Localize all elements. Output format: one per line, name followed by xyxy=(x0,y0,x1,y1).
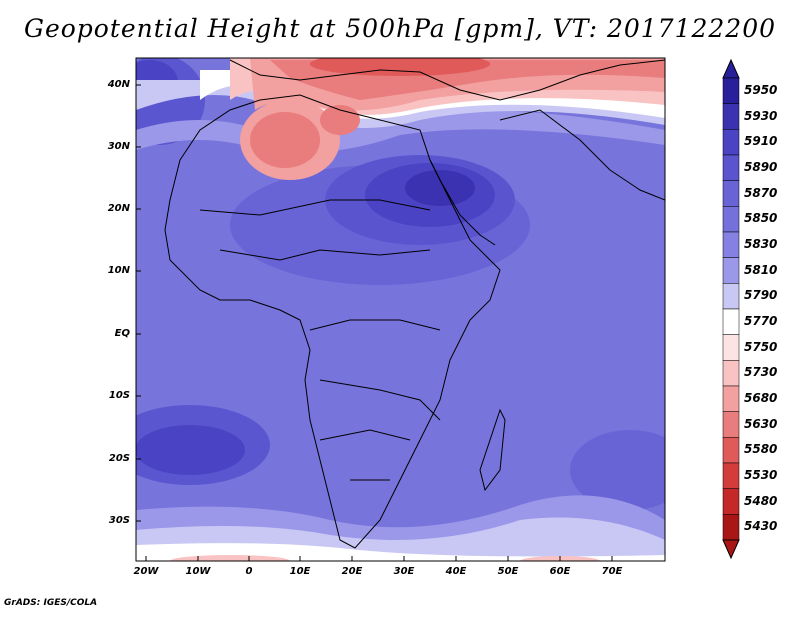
legend-swatch xyxy=(722,77,740,104)
legend-swatch xyxy=(722,103,740,130)
legend-level-label: 5530 xyxy=(744,467,778,482)
legend-swatch xyxy=(722,411,740,438)
legend-level-label: 5930 xyxy=(744,108,778,123)
legend-level-label: 5870 xyxy=(744,185,778,200)
legend-level-label: 5580 xyxy=(744,442,778,457)
legend-swatch xyxy=(722,462,740,489)
legend-swatch xyxy=(722,334,740,361)
footer-credit: GrADS: IGES/COLA xyxy=(4,598,98,608)
legend-swatch xyxy=(722,437,740,464)
legend-swatch xyxy=(722,129,740,156)
lat-label-20n: 20N xyxy=(107,203,130,214)
legend-swatch xyxy=(722,360,740,387)
legend-level-label: 5950 xyxy=(744,82,778,97)
lat-label-30s: 30S xyxy=(108,515,130,526)
lon-label-60e: 60E xyxy=(549,566,571,577)
legend-level-label: 5850 xyxy=(744,211,778,226)
legend-swatch xyxy=(722,206,740,233)
lon-label-10e: 10E xyxy=(289,566,311,577)
legend-swatch xyxy=(722,257,740,284)
legend-level-label: 5680 xyxy=(744,390,778,405)
lat-label-30n: 30N xyxy=(107,141,130,152)
legend-level-label: 5750 xyxy=(744,339,778,354)
legend-level-label: 5430 xyxy=(744,519,778,534)
legend-swatch xyxy=(722,283,740,310)
map-frame xyxy=(135,57,666,562)
lon-label-30e: 30E xyxy=(393,566,415,577)
coastlines xyxy=(164,59,665,549)
map-title: Geopotential Height at 500hPa [gpm], VT:… xyxy=(23,14,777,43)
legend-arrow-bottom xyxy=(722,539,740,560)
lat-label-10n: 10N xyxy=(107,265,130,276)
lon-label-0: 0 xyxy=(245,566,253,577)
legend-level-label: 5480 xyxy=(744,493,778,508)
legend-level-label: 5630 xyxy=(744,416,778,431)
legend-level-label: 5830 xyxy=(744,236,778,251)
lon-label-10w: 10W xyxy=(185,566,211,577)
lat-label-eq: EQ xyxy=(114,328,130,339)
legend-level-label: 5910 xyxy=(744,134,778,149)
legend-swatch xyxy=(722,154,740,181)
legend-level-label: 5770 xyxy=(744,313,778,328)
legend-swatch xyxy=(722,385,740,412)
lat-label-40n: 40N xyxy=(107,79,130,90)
legend-swatch xyxy=(722,231,740,258)
lon-label-70e: 70E xyxy=(601,566,623,577)
legend-arrow-top xyxy=(722,58,740,79)
legend-colorbar xyxy=(722,58,740,560)
lon-label-40e: 40E xyxy=(445,566,467,577)
lon-label-20e: 20E xyxy=(341,566,363,577)
axis-ticks xyxy=(136,84,613,561)
legend-swatch xyxy=(722,180,740,207)
height-field xyxy=(136,58,665,561)
legend-level-label: 5890 xyxy=(744,159,778,174)
lon-label-50e: 50E xyxy=(497,566,519,577)
legend-swatch xyxy=(722,488,740,515)
legend-swatch xyxy=(722,308,740,335)
legend-level-label: 5730 xyxy=(744,365,778,380)
lon-label-20w: 20W xyxy=(133,566,159,577)
legend-swatch xyxy=(722,514,740,541)
lat-label-20s: 20S xyxy=(108,453,130,464)
legend-level-label: 5810 xyxy=(744,262,778,277)
lat-label-10s: 10S xyxy=(108,390,130,401)
legend-level-label: 5790 xyxy=(744,288,778,303)
